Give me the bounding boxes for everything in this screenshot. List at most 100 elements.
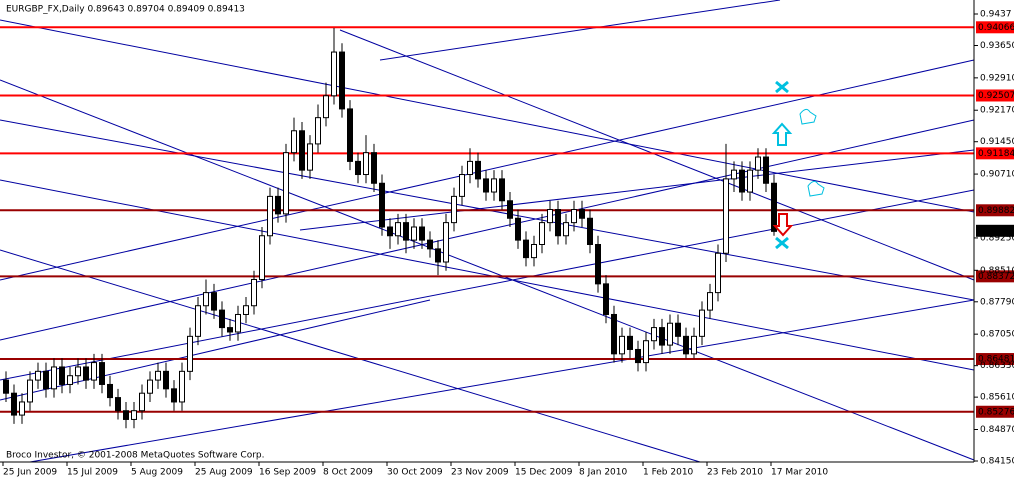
trend-line [0,19,975,213]
down-arrow [772,213,794,237]
copyright: Broco Investor, © 2001-2008 MetaQuotes S… [6,451,265,461]
candle-body [347,108,353,162]
candle-body [611,313,617,355]
candle-body [403,222,409,241]
level-label: 0.88372 [978,272,1014,282]
y-tick-label: 0.88510 [980,266,1014,276]
candle-body [651,327,657,342]
candle-body [259,235,265,280]
y-tick-label: 0.90710 [980,170,1014,180]
candle-body [43,370,49,390]
candle-body [115,397,121,412]
candle-body [683,335,689,355]
trend-line [0,249,701,463]
candle-body [459,174,465,197]
candle-body [371,152,377,184]
candle-body [563,222,569,237]
candle-body [515,217,521,241]
candle-body [139,392,145,412]
level-label-box [976,405,1014,418]
candle-body [411,226,417,241]
candle-body [83,366,89,381]
candle-body [619,335,625,355]
level-label-box [976,89,1014,102]
x-tick-label: 8 Jan 2010 [579,468,627,478]
candle-body [35,370,41,381]
candle-body [363,152,369,176]
candle-body [539,222,545,245]
candle-body [531,243,537,259]
candle-body [579,209,585,219]
trend-line [299,149,975,231]
x-tick-label: 23 Feb 2010 [707,468,763,478]
candle-body [171,388,177,403]
y-tick-label: 0.84870 [980,425,1014,435]
candle-body [707,292,713,311]
candle-body [227,327,233,333]
candle-body [243,305,249,315]
y-tick-label: 0.93650 [980,41,1014,51]
x-axis-labels: 25 Jun 2009 15 Jul 2009 5 Aug 2009 25 Aug 2… [2,462,828,478]
candle-body [19,401,25,416]
trend-line [339,29,975,281]
trend-line [0,59,975,281]
levels: 0.94066 0.92507 0.91184 0.89882 0.88372 0.864… [0,21,1014,418]
x-tick-label: 17 Mar 2010 [771,468,828,478]
y-tick-label: 0.92170 [980,106,1014,116]
candle-body [691,335,697,355]
candle-body [483,178,489,193]
candle-body [419,226,425,241]
y-tick-label: 0.87790 [980,297,1014,307]
candle-body [323,95,329,119]
candle-body [699,309,705,337]
candle-body [667,322,673,346]
level-label-box [976,21,1014,34]
level-label-box [976,270,1014,283]
cross-signal [775,80,789,94]
trend-lines [0,0,975,463]
candle-body [627,335,633,350]
candle-body [99,362,105,385]
candle-body [355,160,361,176]
candle-body [163,370,169,390]
candle-body [387,226,393,237]
x-tick-label: 25 Aug 2009 [195,468,253,478]
candle-body [155,370,161,381]
candle-body [635,348,641,364]
candle-body [195,305,201,337]
y-tick-label: 0.86330 [980,361,1014,371]
level-label: 0.94066 [978,23,1014,33]
level-label-box [976,204,1014,217]
chart-title: EURGBP_FX,Daily 0.89643 0.89704 0.89409 … [6,5,245,15]
candle-body [339,51,345,110]
last-price-label: 0.89413 [978,226,1014,236]
trend-line [29,299,975,463]
x-tick-label: 16 Sep 2009 [259,468,316,478]
candle-body [555,209,561,237]
candle-body [299,130,305,171]
candle-body [59,366,65,385]
candle-body [219,309,225,329]
candle-body [675,322,681,337]
trend-line [0,79,975,461]
candle-body [291,130,297,154]
thumb-icon [799,108,817,125]
signals [771,80,825,250]
candle-body [723,178,729,254]
candle-body [27,379,33,403]
y-tick-label: 0.92910 [980,73,1014,83]
candle-body [379,182,385,228]
trend-line [0,189,975,381]
candle-body [771,182,777,232]
candle-body [187,335,193,372]
last-price-box [976,224,1014,237]
candle-body [131,410,137,420]
x-tick-label: 8 Oct 2009 [323,468,373,478]
candle-body [275,195,281,215]
candle-body [251,278,257,307]
candle-body [75,366,81,377]
candle-body [499,178,505,202]
candle-body [739,169,745,193]
candle-body [747,169,753,193]
